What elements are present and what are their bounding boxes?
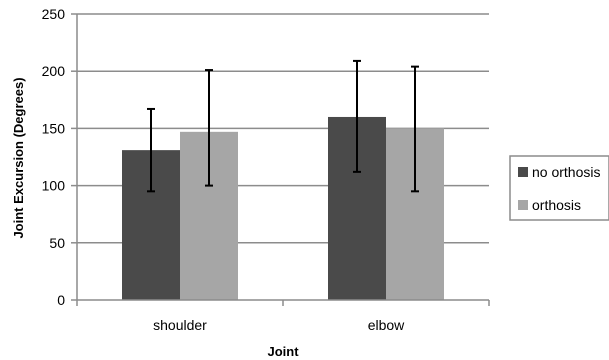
y-tick-label: 250 (42, 6, 66, 22)
legend: no orthosis orthosis (509, 155, 609, 221)
y-tick-labels: 0 50 100 150 200 250 (42, 6, 66, 308)
y-tick-label: 100 (42, 178, 66, 194)
legend-swatch (518, 167, 528, 177)
axes (71, 13, 490, 306)
x-axis-title: Joint (267, 344, 299, 359)
error-bars (147, 59, 419, 193)
x-tick-labels: shoulder elbow (153, 317, 405, 333)
y-tick-label: 0 (57, 292, 65, 308)
y-tick-label: 200 (42, 63, 66, 79)
legend-swatch (518, 200, 528, 210)
y-tick-label: 150 (42, 120, 66, 136)
legend-label: no orthosis (532, 164, 600, 180)
y-axis-title: Joint Excursion (Degrees) (11, 77, 26, 238)
x-tick-label: elbow (368, 317, 405, 333)
bars (122, 116, 444, 301)
legend-label: orthosis (532, 197, 581, 213)
y-tick-label: 50 (49, 235, 65, 251)
x-tick-label: shoulder (153, 317, 207, 333)
